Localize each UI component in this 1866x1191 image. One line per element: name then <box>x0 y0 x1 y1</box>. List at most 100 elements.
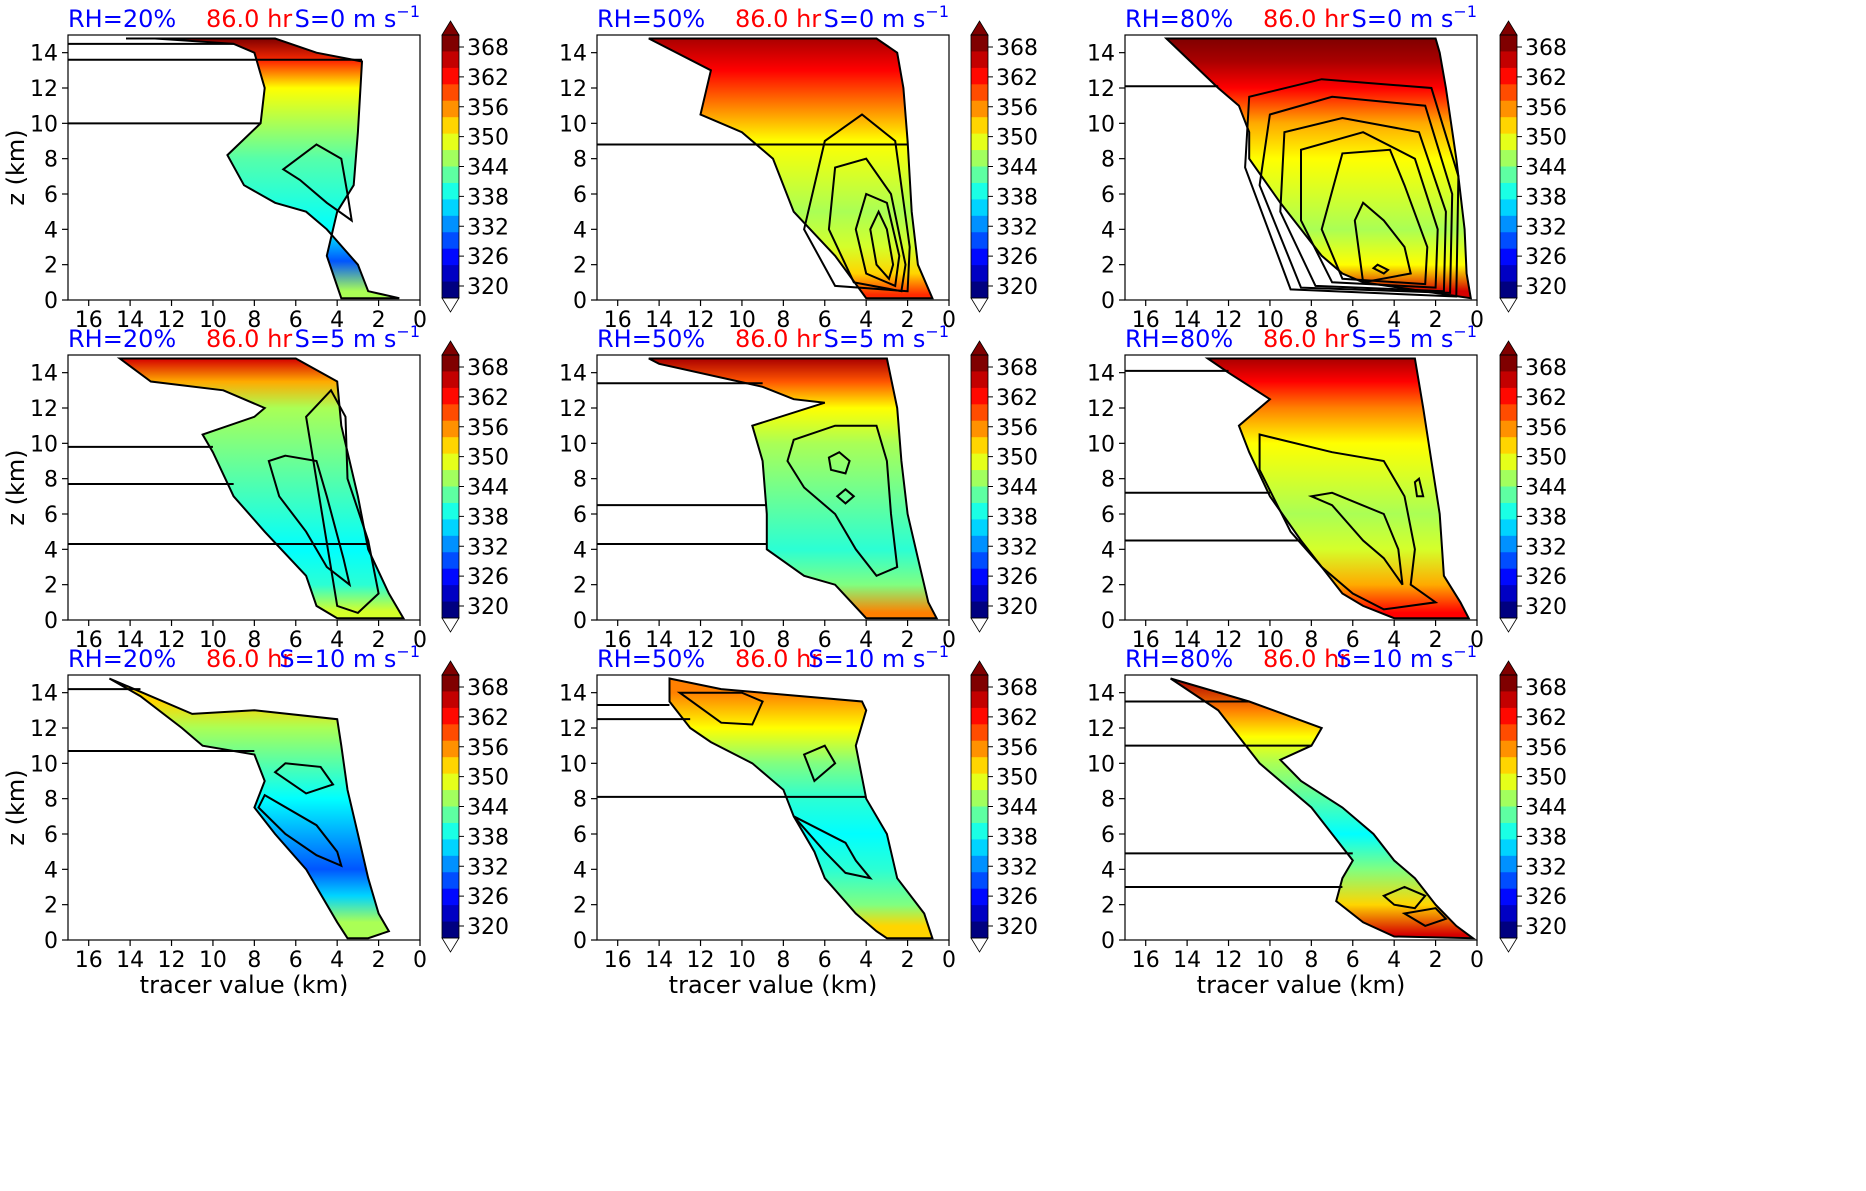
colorbar-tick-label: 344 <box>467 156 509 181</box>
colorbar-tick-label: 320 <box>467 595 509 620</box>
plot-area <box>1125 357 1471 620</box>
y-tick-label: 10 <box>559 112 587 137</box>
y-tick-label: 6 <box>44 183 58 208</box>
colorbar-tick-label: 344 <box>467 796 509 821</box>
rh-label: RH=50% <box>597 325 705 353</box>
colorbar-tick-label: 356 <box>1525 736 1567 761</box>
x-tick-label: 4 <box>330 628 344 653</box>
cloud-boundary-contour <box>126 37 400 300</box>
colorbar: 368 362 356 350 344 338 332 326 320 <box>441 660 509 953</box>
theta-e-field <box>109 678 389 939</box>
shear-label-text: S=10 m s <box>1336 645 1453 673</box>
x-tick-label: 12 <box>687 308 715 333</box>
shear-label: S=0 m s−1 <box>824 2 949 33</box>
colorbar-swatch <box>442 265 459 283</box>
y-tick-label: 8 <box>573 468 587 493</box>
y-axis-label: z (km) <box>2 769 30 845</box>
y-tick-label: 2 <box>1101 574 1115 599</box>
x-tick-label: 4 <box>1387 948 1401 973</box>
y-tick-label: 6 <box>573 823 587 848</box>
colorbar-swatch <box>1500 150 1517 168</box>
shear-label-exponent: −1 <box>925 322 949 341</box>
colorbar-swatch <box>971 265 988 283</box>
axes-frame <box>596 674 950 941</box>
x-tick-label: 6 <box>1346 308 1360 333</box>
colorbar-tick-label: 332 <box>467 215 509 240</box>
y-axis-label: z (km) <box>2 129 30 205</box>
colorbar-swatch <box>971 486 988 504</box>
panel-1: 16 14 12 10 8 6 4 2 0 0 2 4 6 8 10 12 14 RH=20% 86.0 hr S=0… <box>2 2 509 333</box>
y-tick-label: 6 <box>44 503 58 528</box>
y-tick-label: 0 <box>44 289 58 314</box>
y-tick-label: 0 <box>573 609 587 634</box>
x-tick-label: 0 <box>942 628 956 653</box>
colorbar-swatch <box>1500 535 1517 553</box>
colorbar-tick-label: 332 <box>467 855 509 880</box>
x-tick-label: 6 <box>289 948 303 973</box>
colorbar-swatch <box>1500 724 1517 742</box>
time-label: 86.0 hr <box>1263 645 1349 673</box>
colorbar-swatch <box>971 855 988 873</box>
colorbar-tick-label: 362 <box>996 386 1038 411</box>
x-axis-label: tracer value (km) <box>1197 971 1406 999</box>
colorbar-tick-label: 338 <box>467 825 509 850</box>
colorbar-swatch <box>442 707 459 725</box>
colorbar-tick-label: 332 <box>996 215 1038 240</box>
colorbar-extend-max <box>970 660 989 676</box>
panel-8: 16 14 12 10 8 6 4 2 0 0 2 4 6 8 10 12 14 RH=50% 86.0 hrS=1… <box>559 642 1038 999</box>
rh-label: RH=80% <box>1125 5 1233 33</box>
colorbar-swatch <box>971 100 988 118</box>
x-tick-label: 12 <box>1215 948 1243 973</box>
x-tick-label: 10 <box>199 948 227 973</box>
colorbar-swatch <box>971 166 988 184</box>
colorbar-tick-label: 326 <box>996 885 1038 910</box>
colorbar-swatch <box>971 248 988 266</box>
colorbar-swatch <box>971 117 988 135</box>
colorbar-swatch <box>442 150 459 168</box>
plot-area <box>1125 37 1473 300</box>
y-tick-label: 6 <box>573 503 587 528</box>
x-tick-label: 2 <box>1429 308 1443 333</box>
rh-label: RH=20% <box>68 325 176 353</box>
colorbar-swatch <box>971 420 988 438</box>
y-tick-label: 10 <box>30 752 58 777</box>
contour-line-2 <box>1353 201 1412 284</box>
colorbar-swatch <box>442 822 459 840</box>
y-tick-label: 2 <box>44 254 58 279</box>
rh-label: RH=80% <box>1125 325 1233 353</box>
colorbar-swatch <box>1500 585 1517 603</box>
colorbar-swatch <box>442 552 459 570</box>
contour-line-1 <box>1381 885 1427 910</box>
colorbar-swatch <box>1500 790 1517 808</box>
colorbar-swatch <box>971 502 988 520</box>
colorbar-tick-label: 344 <box>996 476 1038 501</box>
y-tick-label: 6 <box>1101 183 1115 208</box>
y-tick-label: 10 <box>1087 432 1115 457</box>
y-tick-label: 10 <box>1087 752 1115 777</box>
colorbar-tick-label: 368 <box>1525 36 1567 61</box>
x-tick-label: 2 <box>1429 948 1443 973</box>
theta-e-field <box>669 678 933 939</box>
x-tick-label: 12 <box>1215 628 1243 653</box>
shear-label-exponent: −1 <box>396 2 420 21</box>
y-tick-label: 4 <box>573 858 587 883</box>
colorbar-swatch <box>1500 51 1517 69</box>
colorbar-extend-min <box>970 617 989 633</box>
panel-5: 16 14 12 10 8 6 4 2 0 0 2 4 6 8 10 12 14 RH=50% 86.0 hr S=5… <box>559 322 1038 653</box>
colorbar-extend-max <box>970 340 989 356</box>
colorbar: 368 362 356 350 344 338 332 326 320 <box>970 20 1038 313</box>
x-tick-label: 8 <box>1304 948 1318 973</box>
colorbar: 368 362 356 350 344 338 332 326 320 <box>441 20 509 313</box>
colorbar-tick-label: 362 <box>1525 706 1567 731</box>
colorbar-tick-label: 368 <box>996 36 1038 61</box>
x-tick-label: 16 <box>1132 948 1160 973</box>
colorbar-swatch <box>971 740 988 758</box>
colorbar-tick-label: 320 <box>1525 915 1567 940</box>
colorbar-swatch <box>1500 166 1517 184</box>
colorbar-swatch <box>442 855 459 873</box>
y-tick-label: 4 <box>1101 218 1115 243</box>
colorbar-swatch <box>442 215 459 233</box>
colorbar-swatch <box>442 470 459 488</box>
colorbar-tick-label: 326 <box>467 885 509 910</box>
x-tick-label: 6 <box>818 948 832 973</box>
